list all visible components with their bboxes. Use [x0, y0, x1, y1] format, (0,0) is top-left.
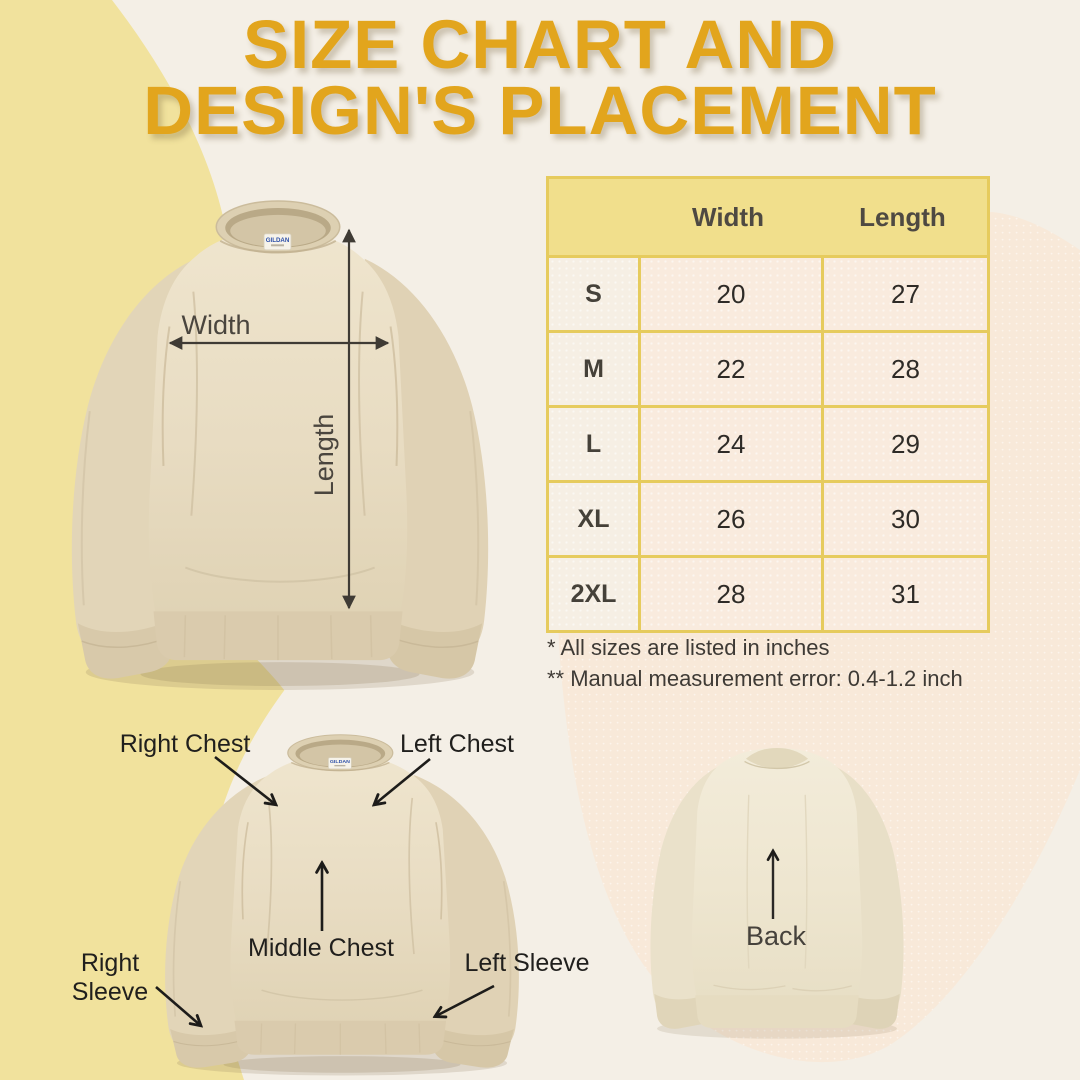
- size-cell: XL: [549, 483, 638, 555]
- page-title: SIZE CHART AND DESIGN'S PLACEMENT: [0, 6, 1080, 149]
- length-cell: 29: [824, 408, 987, 480]
- footnote-units: * All sizes are listed in inches: [547, 635, 830, 660]
- left-sleeve-label: Left Sleeve: [464, 949, 590, 977]
- table-row: S 20 27: [549, 258, 987, 330]
- header-width: Width: [692, 201, 764, 232]
- page-title-line1: SIZE CHART AND: [242, 6, 838, 83]
- width-cell: 26: [641, 483, 821, 555]
- footnote-error: ** Manual measurement error: 0.4-1.2 inc…: [547, 666, 963, 691]
- right-chest-label: Right Chest: [119, 730, 251, 758]
- sweatshirt-front-measurement: [70, 199, 490, 692]
- length-cell: 31: [824, 558, 987, 630]
- table-row: L 24 29: [549, 408, 987, 480]
- size-table: Width Length S 20 27 M 22 28 L 24 29 XL …: [546, 176, 990, 633]
- width-cell: 24: [641, 408, 821, 480]
- width-measure-label: Width: [181, 310, 251, 340]
- size-cell: M: [549, 333, 638, 405]
- width-cell: 28: [641, 558, 821, 630]
- width-cell: 22: [641, 333, 821, 405]
- width-cell: 20: [641, 258, 821, 330]
- header-length: Length: [859, 201, 946, 232]
- length-cell: 27: [824, 258, 987, 330]
- size-cell: L: [549, 408, 638, 480]
- sweatshirt-back-placement: [649, 747, 905, 1040]
- size-table-body: S 20 27 M 22 28 L 24 29 XL 26 30 2XL 28: [549, 255, 987, 630]
- left-chest-label: Left Chest: [400, 730, 514, 758]
- table-row: XL 26 30: [549, 483, 987, 555]
- length-cell: 30: [824, 483, 987, 555]
- size-table-header: Width Length: [549, 179, 987, 255]
- table-row: M 22 28: [549, 333, 987, 405]
- sweatshirt-front-placement: [164, 733, 520, 1077]
- back-label: Back: [745, 921, 807, 951]
- length-cell: 28: [824, 333, 987, 405]
- size-cell: 2XL: [549, 558, 638, 630]
- length-measure-label: Length: [309, 413, 339, 497]
- page-title-line2: DESIGN'S PLACEMENT: [143, 72, 937, 149]
- size-cell: S: [549, 258, 638, 330]
- middle-chest-label: Middle Chest: [248, 934, 394, 962]
- right-sleeve-label: Right Sleeve: [71, 949, 149, 1006]
- table-row: 2XL 28 31: [549, 558, 987, 630]
